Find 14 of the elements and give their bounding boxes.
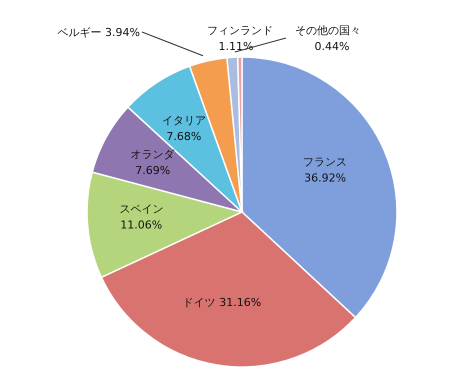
slice-label: オランダ [130, 148, 176, 161]
data-label: 36.92% [304, 172, 346, 185]
slice-label: フランス [303, 156, 348, 169]
data-label: 7.68% [166, 130, 202, 143]
data-label: 11.06% [120, 218, 162, 232]
slice-label: その他の国々 [295, 24, 361, 37]
slice-label: イタリア [162, 114, 206, 127]
data-label: 0.44% [314, 40, 350, 53]
data-label: 1.11% [218, 40, 254, 53]
slice-label: スペイン [119, 202, 164, 216]
slice-label: ドイツ 31.16% [182, 296, 262, 309]
slice-label: フィンランド [207, 24, 273, 37]
slice-label: ベルギー 3.94% [58, 26, 140, 39]
data-label: 7.69% [135, 164, 170, 177]
